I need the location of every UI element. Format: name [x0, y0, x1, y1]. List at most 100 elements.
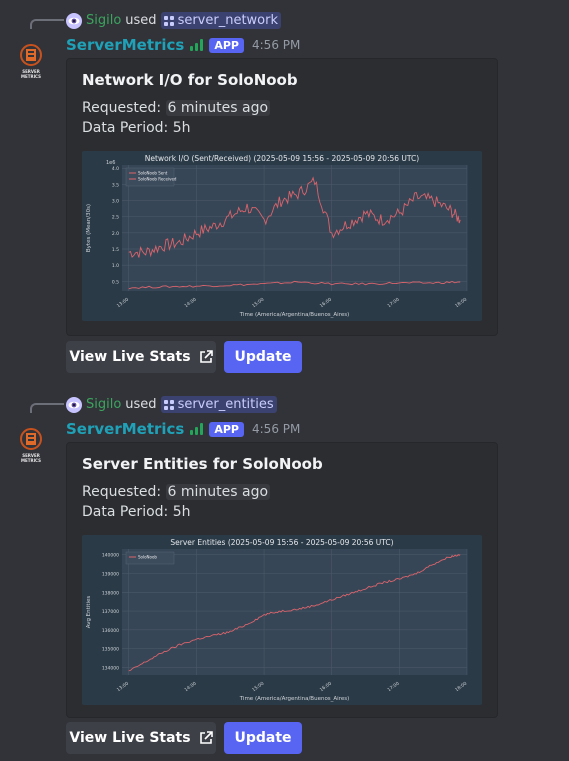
requested-label: Requested: [82, 100, 162, 116]
series-line [128, 176, 461, 258]
command-name: server_entities [177, 397, 274, 412]
x-tick-label: 18:00 [454, 681, 468, 693]
x-axis-label: Time (America/Argentina/Buenos_Aires) [239, 312, 350, 318]
timestamp: 4:56 PM [252, 422, 301, 436]
x-tick-label: 17:00 [386, 297, 400, 309]
reply-used-text: used [125, 397, 157, 412]
requested-line: Requested: 6 minutes ago [82, 484, 271, 500]
y-tick-label: 4.0 [112, 166, 119, 172]
y-tick-label: 3.0 [112, 199, 119, 205]
view-live-stats-label: View Live Stats [69, 349, 191, 365]
app-badge: APP [209, 37, 244, 53]
y-tick-label: 0.5 [112, 279, 119, 285]
bot-name[interactable]: ServerMetrics [66, 36, 185, 54]
y-tick-label: 1.0 [112, 263, 119, 269]
avatar-text-line1: SERVER [22, 69, 40, 74]
x-tick-label: 14:00 [183, 297, 197, 309]
y-tick-label: 139000 [102, 571, 119, 577]
y-multiplier: 1e6 [106, 160, 115, 166]
y-tick-label: 2.0 [112, 231, 119, 237]
y-tick-label: 140000 [102, 553, 119, 559]
signal-icon [190, 39, 204, 51]
entities-chart[interactable]: Server Entities (2025-05-09 15:56 - 2025… [82, 535, 482, 705]
embed-title: Network I/O for SoloNoob [82, 71, 298, 89]
reply-used-text: used [125, 13, 157, 28]
y-tick-label: 3.5 [112, 182, 119, 188]
bot-name[interactable]: ServerMetrics [66, 420, 185, 438]
external-link-icon [199, 350, 213, 363]
legend-box [125, 167, 175, 187]
y-tick-label: 135000 [102, 647, 119, 653]
legend-entry: SoloNoob Sent [138, 171, 168, 176]
reply-username[interactable]: Sigilo [86, 397, 122, 412]
view-live-stats-button[interactable]: View Live Stats [66, 341, 216, 373]
command-pill[interactable]: server_network [160, 12, 282, 29]
reply-connector [30, 403, 64, 413]
view-live-stats-label: View Live Stats [69, 730, 191, 746]
x-tick-label: 17:00 [386, 681, 400, 693]
message-header: ServerMetrics APP 4:56 PM [66, 36, 300, 54]
y-axis-label: Avg Entities [86, 596, 92, 629]
chart-title: Server Entities (2025-05-09 15:56 - 2025… [170, 538, 393, 547]
command-name: server_network [177, 13, 279, 28]
update-button[interactable]: Update [224, 341, 302, 373]
y-tick-label: 137000 [102, 609, 119, 615]
legend-entry: SoloNoob [138, 555, 157, 560]
y-tick-label: 136000 [102, 628, 119, 634]
x-tick-label: 18:00 [454, 297, 468, 309]
bot-avatar-icon[interactable]: SERVER METRICS [16, 42, 46, 82]
x-axis-label: Time (America/Argentina/Buenos_Aires) [239, 696, 350, 702]
series-line [128, 553, 461, 672]
y-axis-label: Bytes (Mean/30s) [86, 204, 92, 252]
x-tick-label: 16:00 [319, 681, 333, 693]
avatar-text-line2: METRICS [21, 74, 41, 79]
chart-title: Network I/O (Sent/Received) (2025-05-09 … [145, 154, 420, 163]
plot-area [122, 549, 467, 675]
reply-line[interactable]: Sigilo used server_network [66, 12, 282, 29]
bot-avatar-icon[interactable]: SERVER METRICS [16, 426, 46, 466]
avatar-text-line1: SERVER [22, 453, 40, 458]
legend-box [125, 551, 175, 565]
requested-value: 6 minutes ago [165, 100, 271, 116]
period-value: 5h [172, 120, 191, 136]
period-label: Data Period: [82, 504, 169, 520]
avatar-text-line2: METRICS [21, 458, 41, 463]
x-tick-label: 15:00 [251, 297, 265, 309]
command-icon [163, 399, 174, 410]
y-tick-label: 134000 [102, 665, 119, 671]
update-button[interactable]: Update [224, 722, 302, 754]
command-pill[interactable]: server_entities [160, 396, 277, 413]
view-live-stats-button[interactable]: View Live Stats [66, 722, 216, 754]
x-tick-label: 15:00 [251, 681, 265, 693]
chart-legend: SoloNoob [125, 551, 175, 565]
message-header: ServerMetrics APP 4:56 PM [66, 420, 300, 438]
x-tick-label: 13:00 [116, 681, 130, 693]
command-icon [163, 15, 174, 26]
user-avatar-icon [66, 12, 82, 29]
x-tick-label: 16:00 [319, 297, 333, 309]
signal-icon [190, 423, 204, 435]
network-chart[interactable]: Network I/O (Sent/Received) (2025-05-09 … [82, 151, 482, 321]
x-tick-label: 14:00 [183, 681, 197, 693]
external-link-icon [199, 731, 213, 744]
period-value: 5h [172, 504, 191, 520]
reply-username[interactable]: Sigilo [86, 13, 122, 28]
y-tick-label: 138000 [102, 590, 119, 596]
reply-line[interactable]: Sigilo used server_entities [66, 396, 277, 413]
requested-label: Requested: [82, 484, 162, 500]
timestamp: 4:56 PM [252, 38, 301, 52]
embed-card: Server Entities for SoloNoob Requested: … [66, 442, 498, 718]
embed-title: Server Entities for SoloNoob [82, 455, 323, 473]
x-tick-label: 13:00 [116, 297, 130, 309]
reply-connector [30, 19, 64, 29]
requested-line: Requested: 6 minutes ago [82, 100, 271, 116]
period-line: Data Period: 5h [82, 504, 190, 520]
legend-entry: SoloNoob Received [138, 177, 177, 182]
embed-card: Network I/O for SoloNoob Requested: 6 mi… [66, 58, 498, 336]
y-tick-label: 1.5 [112, 247, 119, 253]
period-label: Data Period: [82, 120, 169, 136]
period-line: Data Period: 5h [82, 120, 190, 136]
requested-value: 6 minutes ago [165, 484, 271, 500]
y-tick-label: 2.5 [112, 215, 119, 221]
